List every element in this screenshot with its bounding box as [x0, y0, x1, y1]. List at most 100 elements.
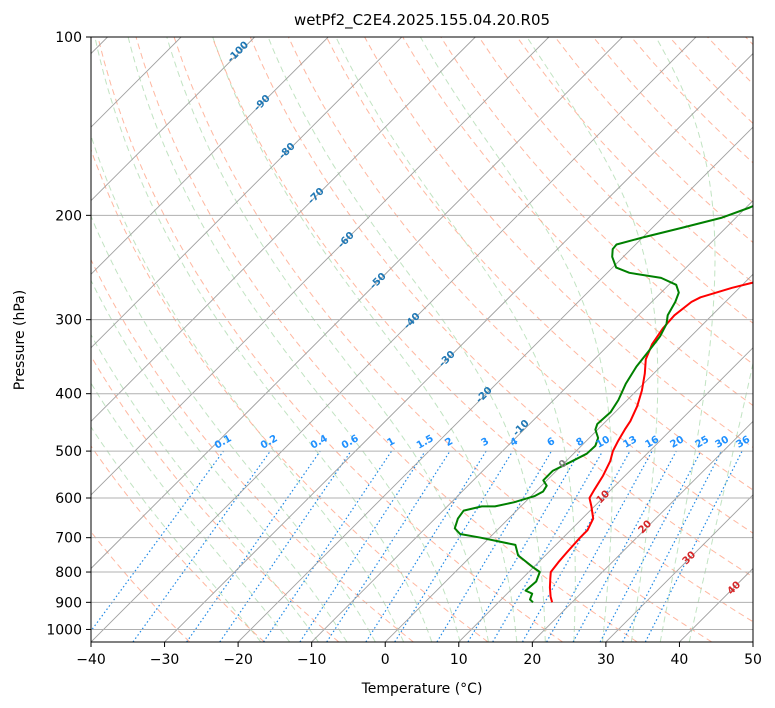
mixing-ratio-2: [326, 450, 451, 642]
mixing-ratio-label: 20: [668, 434, 686, 451]
x-axis-label: Temperature (°C): [361, 681, 483, 697]
mixing-ratio-label: 30: [713, 434, 731, 451]
y-tick-label: 400: [55, 387, 82, 403]
mixing-ratio-lines: [91, 450, 743, 642]
moist-adiabat-label: 20: [637, 519, 655, 537]
x-tick-label: 30: [597, 652, 615, 668]
y-tick-label: 300: [55, 313, 82, 329]
x-tick-label: −10: [297, 652, 327, 668]
moist-adiabat-24: [335, 37, 576, 642]
isotherm-0: [384, 273, 753, 642]
isotherm--50: [91, 37, 623, 570]
y-axis-ticks: 100 200 300 400 500 600 700 800 900 1000: [46, 30, 91, 638]
y-tick-label: 700: [55, 531, 82, 547]
mixing-ratio-label: 4: [508, 436, 520, 449]
dry-adiabat-130: [516, 37, 753, 284]
dry-adiabat-label: -40: [402, 311, 423, 332]
moist-adiabat--4: [91, 214, 376, 642]
dry-adiabat-60: [249, 37, 753, 578]
isotherm-30: [605, 494, 753, 642]
mixing-ratio-label: 1.5: [415, 433, 436, 451]
mixing-ratio-0.4: [186, 450, 321, 642]
isotherm--60: [91, 37, 550, 496]
mixing-ratio-10: [492, 450, 604, 642]
mixing-ratio-label: 0.1: [213, 433, 234, 451]
mixing-ratio-label: 1: [385, 436, 397, 449]
sounding-profiles: [453, 204, 753, 604]
moist-adiabat-4: [94, 37, 433, 642]
x-tick-label: −20: [223, 652, 253, 668]
dry-adiabat-180: [707, 37, 753, 85]
mixing-ratio-4: [394, 450, 514, 642]
y-tick-label: 1000: [46, 622, 82, 638]
mixing-ratio-label: 8: [574, 436, 586, 449]
mixing-ratio-8: [467, 450, 581, 642]
moist-adiabat--16: [91, 382, 291, 642]
y-axis-label: Pressure (hPa): [12, 290, 28, 390]
isotherm--20: [237, 126, 753, 642]
mixing-ratio-36: [644, 450, 743, 642]
moist-adiabat-label: 40: [726, 580, 744, 598]
isotherm--70: [91, 37, 476, 422]
mixing-ratio-6: [436, 450, 552, 642]
mixing-ratio-1.5: [299, 450, 426, 642]
dry-adiabat--30: [91, 531, 191, 642]
x-tick-label: 0: [381, 652, 390, 668]
mixing-ratio-0.6: [219, 450, 352, 642]
dry-adiabat-170: [669, 37, 753, 125]
mixing-ratio-1: [263, 450, 393, 642]
mixing-ratio-label: 13: [621, 434, 639, 451]
moist-adiabat-16: [212, 37, 518, 642]
isotherm-50: [752, 641, 753, 642]
y-tick-label: 600: [55, 491, 82, 507]
moist-adiabat-12: [166, 37, 489, 642]
x-tick-label: 20: [523, 652, 541, 668]
moist-adiabat-0: [91, 134, 405, 642]
mixing-ratio-label: 16: [643, 434, 661, 451]
mixing-ratio-0.1: [91, 450, 224, 632]
x-tick-label: 40: [671, 652, 689, 668]
isotherm-40: [679, 567, 753, 642]
chart-title: wetPf2_C2E4.2025.155.04.20.R05: [294, 11, 550, 30]
dry-adiabat-40: [173, 37, 713, 642]
mixing-ratio-13: [521, 450, 631, 642]
y-tick-label: 800: [55, 565, 82, 581]
dry-adiabat-20: [97, 37, 563, 642]
mixing-ratio-label: 6: [545, 436, 557, 449]
plot-area: [91, 37, 753, 642]
dry-adiabat--20: [91, 445, 265, 642]
isotherms: [91, 37, 753, 642]
dry-adiabat-50: [211, 37, 753, 623]
x-tick-label: 50: [744, 652, 762, 668]
dry-adiabat-0: [91, 258, 414, 642]
moist-adiabat-28: [419, 37, 613, 642]
dry-adiabat-120: [478, 37, 753, 324]
plot-frame: [90, 36, 754, 643]
moist-adiabat--12: [91, 333, 319, 642]
isotherm-10: [458, 347, 753, 642]
mixing-ratio-0.2: [132, 450, 271, 642]
pressure-gridlines: [91, 37, 753, 630]
x-tick-label: 10: [450, 652, 468, 668]
moist-adiabat--20: [91, 426, 262, 642]
isotherm--80: [91, 37, 403, 349]
isotherm-20: [532, 420, 753, 642]
dry-adiabat-150: [592, 37, 753, 204]
dry-adiabats: [91, 37, 753, 642]
moist-adiabat-32: [526, 37, 659, 642]
mixing-ratio-label: 25: [693, 434, 711, 451]
x-axis-ticks: −40 −30 −20 −10 0 10 20 30 40 50: [76, 642, 762, 668]
moist-adiabat-20: [267, 37, 546, 642]
mixing-ratio-16: [546, 450, 653, 642]
mixing-ratio-3: [365, 450, 487, 642]
mixing-ratio-label: 2: [443, 436, 455, 449]
isotherm--30: [164, 52, 753, 642]
dry-adiabat-70: [287, 37, 753, 534]
mixing-ratio-label: 0.4: [309, 433, 330, 451]
x-tick-label: −30: [150, 652, 180, 668]
moist-adiabat-40: [688, 361, 753, 642]
dry-adiabat-140: [554, 37, 753, 244]
mixing-ratio-20: [572, 450, 677, 642]
